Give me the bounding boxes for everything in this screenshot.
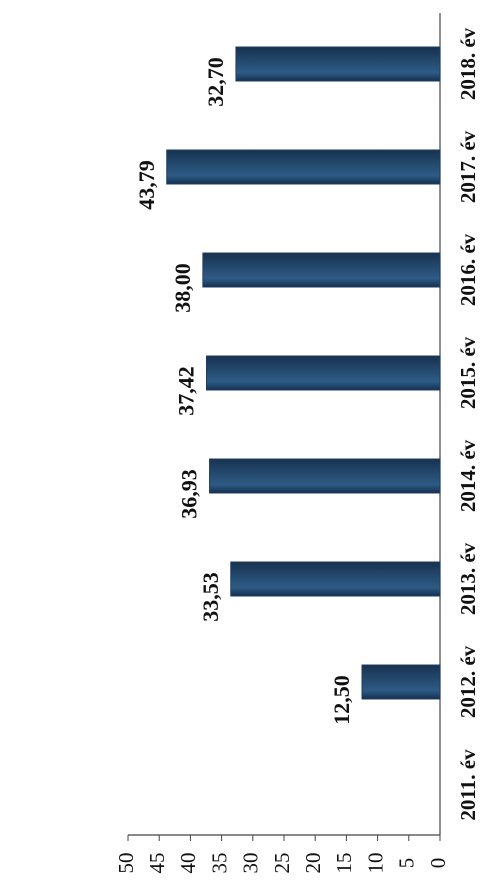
x-tick-label: 2011. év	[456, 749, 480, 821]
y-tick-label: 35	[207, 853, 231, 874]
x-tick-label: 2014. év	[456, 439, 480, 512]
bar	[166, 149, 441, 185]
y-tick-label: 25	[270, 853, 294, 874]
bar	[209, 458, 441, 494]
y-tick-label: 20	[301, 853, 325, 874]
bar	[202, 252, 441, 288]
value-label: 12,50	[329, 675, 354, 725]
y-tick-label: 30	[239, 853, 263, 874]
value-label: 32,70	[203, 57, 228, 107]
value-label: 43,79	[134, 160, 159, 210]
y-tick-label: 15	[332, 853, 356, 874]
y-tick-label: 50	[114, 853, 138, 874]
x-tick-label: 2016. év	[456, 233, 480, 306]
y-tick-label: 10	[363, 853, 387, 874]
value-label: 37,42	[174, 366, 199, 416]
x-tick-label: 2012. év	[456, 645, 480, 718]
value-label: 38,00	[170, 263, 195, 313]
x-tick-label: 2013. év	[456, 542, 480, 615]
bar	[361, 664, 441, 700]
value-label: 36,93	[177, 469, 202, 519]
plot: 05 10 15 20 25 30 35 40 45 50 2011. év 2012. év 12,5…	[114, 13, 480, 874]
bar	[205, 355, 441, 391]
bar	[235, 46, 441, 82]
x-tick-label: 2018. év	[456, 27, 480, 100]
y-tick-label: 45	[145, 853, 169, 874]
y-tick-label: 0	[426, 858, 450, 869]
y-tick-label: 40	[176, 853, 200, 874]
y-tick-label: 5	[395, 858, 419, 869]
value-label: 33,53	[198, 572, 223, 622]
bar	[230, 561, 441, 597]
x-tick-label: 2017. év	[456, 130, 480, 203]
x-tick-label: 2015. év	[456, 336, 480, 409]
